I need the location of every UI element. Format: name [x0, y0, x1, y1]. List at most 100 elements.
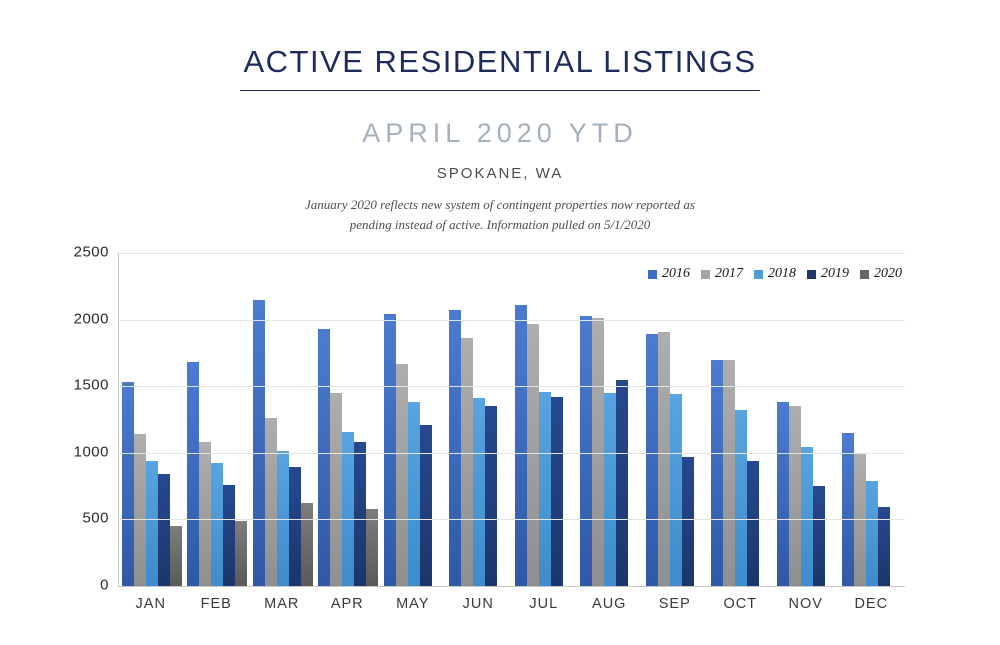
bar-2019-apr [354, 442, 367, 586]
bar-2016-may [383, 314, 396, 586]
title-underline [240, 90, 760, 91]
bar-2017-may [395, 363, 408, 586]
gridline-1500 [119, 386, 905, 388]
legend-swatch-icon [860, 269, 869, 279]
bar-2017-jun [461, 338, 474, 586]
x-tick-label-may: MAY [396, 596, 430, 612]
legend-item-2016: 2016 [648, 266, 690, 282]
legend-swatch-icon [701, 269, 710, 279]
location-label: SPOKANE, WA [436, 165, 564, 182]
x-tick-label-nov: NOV [788, 596, 823, 612]
legend-swatch-icon [648, 269, 657, 279]
bar-2016-sep [645, 334, 658, 586]
bar-2019-aug [616, 379, 629, 586]
x-tick-label-jan: JAN [135, 596, 166, 612]
bar-2016-oct [711, 359, 724, 586]
y-tick-label-2500: 2500 [73, 243, 109, 261]
footnote-line-1: January 2020 reflects new system of cont… [305, 197, 695, 212]
y-tick-label-2000: 2000 [73, 310, 109, 328]
bar-2018-jul [538, 391, 551, 586]
legend-label: 2020 [874, 266, 902, 281]
footnote-line-2: pending instead of active. Information p… [349, 217, 651, 233]
legend-item-2018: 2018 [754, 266, 796, 282]
y-tick-label-1000: 1000 [73, 443, 109, 461]
bar-group-mar [250, 253, 316, 586]
bar-group-dec [840, 253, 906, 586]
bar-2017-nov [788, 406, 801, 586]
bar-group-feb [185, 253, 251, 586]
bar-2017-oct [723, 359, 736, 586]
gridline-1000 [119, 452, 905, 454]
bar-2018-apr [342, 431, 355, 586]
bar-2017-sep [657, 331, 670, 586]
y-tick-label-0: 0 [100, 576, 109, 594]
page-title: ACTIVE RESIDENTIAL LISTINGS [243, 44, 757, 79]
bar-2016-nov [776, 402, 789, 586]
legend-swatch-icon [754, 269, 763, 279]
bar-2017-aug [592, 318, 605, 586]
bar-2018-mar [276, 451, 289, 586]
bar-2017-jan [133, 434, 146, 586]
bar-2019-dec [878, 507, 891, 586]
bar-2017-mar [264, 418, 277, 586]
bar-group-nov [774, 253, 840, 586]
bar-group-may [381, 253, 447, 586]
bars-layer [119, 253, 905, 586]
bar-chart: 0 500 1000 1500 2000 2500 2016 2017 2018 2019 202… [72, 244, 928, 612]
bar-2018-jan [145, 460, 158, 586]
bar-2016-dec [842, 432, 855, 586]
gridline-2500 [119, 253, 905, 254]
x-tick-label-dec: DEC [854, 596, 889, 612]
bar-2016-jan [121, 382, 134, 586]
legend-label: 2019 [821, 266, 849, 281]
bar-2018-oct [735, 410, 748, 586]
bar-2016-aug [580, 315, 593, 586]
header: ACTIVE RESIDENTIAL LISTINGS APRIL 2020 Y… [0, 0, 1000, 235]
legend-item-2020: 2020 [860, 266, 902, 282]
plot-area: 2016 2017 2018 2019 2020 [118, 253, 905, 587]
bar-2018-nov [800, 447, 813, 586]
bar-2016-jul [514, 304, 527, 586]
bar-2018-sep [669, 394, 682, 586]
x-axis: JAN FEB MAR APR MAY JUN JUL AUG SEP OCT NOV DEC [118, 596, 904, 612]
legend-item-2019: 2019 [807, 266, 849, 282]
y-axis: 0 500 1000 1500 2000 2500 [72, 244, 118, 594]
bar-2016-mar [252, 299, 265, 586]
bar-2019-nov [812, 486, 825, 586]
bar-2020-jan [169, 526, 182, 586]
bar-2020-apr [366, 508, 379, 586]
bar-group-aug [578, 253, 644, 586]
legend-label: 2016 [662, 266, 690, 281]
x-tick-label-apr: APR [330, 596, 364, 612]
legend-label: 2018 [768, 266, 796, 281]
bar-2017-feb [199, 442, 212, 586]
bar-2018-feb [211, 463, 224, 586]
legend-swatch-icon [807, 269, 816, 279]
bar-2019-jul [550, 396, 563, 586]
gridline-2000 [119, 319, 905, 321]
bar-2019-jan [157, 474, 170, 586]
legend: 2016 2017 2018 2019 2020 [648, 266, 902, 282]
x-tick-label-feb: FEB [200, 596, 232, 612]
bar-2020-feb [235, 520, 248, 586]
x-tick-label-jul: JUL [529, 596, 559, 612]
bar-2018-dec [866, 480, 879, 586]
bar-2019-may [419, 424, 432, 586]
bar-group-oct [709, 253, 775, 586]
legend-item-2017: 2017 [701, 266, 743, 282]
legend-label: 2017 [715, 266, 743, 281]
bar-2020-mar [300, 503, 313, 586]
bar-2017-apr [330, 392, 343, 586]
x-tick-label-sep: SEP [658, 596, 691, 612]
bar-2016-feb [187, 362, 200, 586]
y-tick-label-1500: 1500 [73, 376, 109, 394]
x-tick-label-aug: AUG [592, 596, 627, 612]
bar-2019-oct [747, 460, 760, 586]
bar-2017-jul [526, 323, 539, 586]
bar-group-sep [643, 253, 709, 586]
bar-group-jan [119, 253, 185, 586]
y-tick-label-500: 500 [82, 510, 109, 528]
bar-2019-feb [223, 484, 236, 586]
bar-2019-sep [681, 456, 694, 586]
